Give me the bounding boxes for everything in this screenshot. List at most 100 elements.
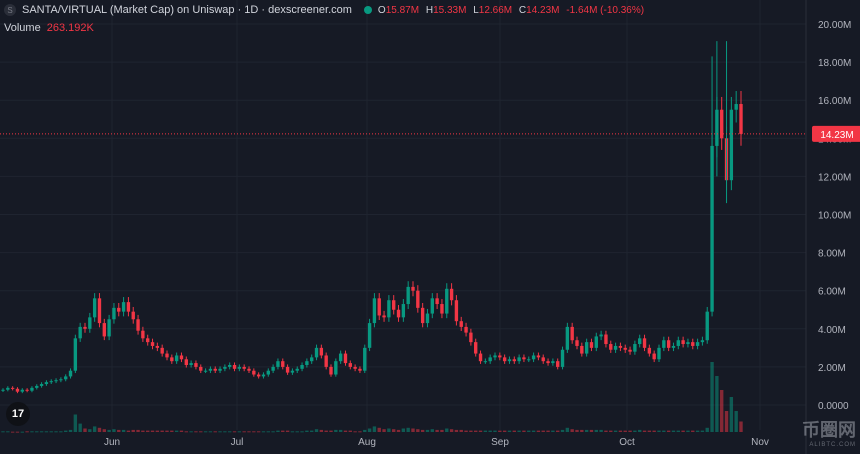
- volume-bar: [657, 430, 661, 432]
- volume-bar: [189, 431, 193, 433]
- volume-bar: [522, 430, 526, 432]
- candle-body: [459, 321, 463, 327]
- volume-bar: [319, 429, 324, 432]
- candle-body: [633, 344, 637, 352]
- candle-body: [449, 288, 454, 301]
- candle-body: [6, 387, 10, 390]
- candle-body: [117, 307, 121, 312]
- candle-body: [502, 357, 507, 362]
- volume-bar: [580, 429, 584, 432]
- candle-body: [536, 355, 541, 358]
- volume-bar: [647, 430, 652, 432]
- volume-bar: [724, 411, 729, 432]
- candle-body: [97, 298, 102, 324]
- volume-bar: [199, 431, 203, 433]
- volume-bar: [329, 430, 333, 432]
- symbol-icon: S: [4, 4, 16, 16]
- volume-bar: [575, 429, 579, 432]
- candle-body: [353, 366, 357, 369]
- volume-bar: [25, 431, 29, 433]
- candle-body: [155, 345, 160, 348]
- candle-body: [199, 366, 203, 371]
- status-dot-icon: [363, 6, 372, 14]
- volume-bar: [734, 411, 738, 432]
- volume-bar: [266, 431, 270, 433]
- volume-bar: [117, 429, 121, 432]
- volume-bar: [10, 431, 15, 433]
- volume-bar: [170, 430, 174, 432]
- volume-bar: [64, 430, 68, 432]
- volume-bar: [604, 430, 608, 432]
- candle-body: [560, 349, 565, 367]
- volume-bar: [551, 430, 555, 432]
- volume-bar: [54, 431, 58, 433]
- ohlc-close-value: 14.23M: [526, 4, 560, 16]
- volume-bar: [531, 430, 536, 432]
- ohlc-open-key: O: [377, 4, 386, 16]
- candle-body: [488, 357, 492, 362]
- candle-body: [208, 368, 213, 371]
- volume-bar: [131, 429, 135, 432]
- volume-bar: [387, 428, 391, 432]
- time-axis-label: Sep: [491, 437, 509, 448]
- volume-bar: [589, 429, 594, 432]
- volume-bar: [498, 430, 502, 432]
- volume-bar: [20, 431, 24, 433]
- volume-bar: [35, 431, 39, 433]
- time-axis-label: Nov: [751, 437, 769, 448]
- price-axis-label: 20.00M: [818, 20, 851, 31]
- volume-bar: [348, 430, 352, 432]
- candle-body: [392, 300, 396, 310]
- volume-bar: [334, 429, 338, 432]
- volume-bar: [73, 414, 78, 432]
- volume-bar: [363, 429, 367, 432]
- volume-value: 263.192K: [46, 22, 94, 34]
- candle-body: [25, 389, 29, 391]
- volume-bar: [681, 430, 685, 432]
- candle-body: [305, 361, 309, 365]
- volume-bar: [247, 431, 251, 433]
- candle-body: [271, 366, 275, 371]
- candle-body: [425, 313, 430, 324]
- candle-body: [141, 330, 145, 339]
- price-axis-label: 6.00M: [818, 287, 846, 298]
- candle-body: [613, 345, 618, 350]
- candle-body: [705, 311, 709, 341]
- volume-bar: [474, 430, 478, 432]
- candle-body: [531, 355, 536, 360]
- candle-body: [652, 353, 656, 360]
- volume-bar: [459, 429, 463, 432]
- volume-bar: [623, 430, 627, 432]
- volume-bar: [30, 431, 34, 433]
- candle-body: [570, 326, 574, 341]
- candle-body: [20, 389, 24, 392]
- volume-bar: [358, 431, 362, 433]
- candle-body: [281, 361, 285, 367]
- volume-bar: [97, 427, 102, 432]
- candle-body: [666, 340, 671, 348]
- candle-body: [681, 340, 685, 345]
- candle-body: [700, 340, 705, 343]
- volume-bar: [594, 429, 598, 432]
- candle-body: [589, 342, 594, 348]
- volume-bar: [628, 430, 632, 432]
- candle-body: [695, 342, 700, 346]
- volume-bar: [720, 390, 724, 432]
- tradingview-logo-icon[interactable]: 17: [6, 402, 30, 426]
- volume-bar: [469, 430, 473, 432]
- ohlc-readout: O15.87M H15.33M L12.66M C14.23M -1.64M (…: [378, 5, 648, 16]
- volume-bar: [638, 429, 642, 432]
- ohlc-change-value: -1.64M (-10.36%): [566, 4, 645, 16]
- candle-body: [638, 338, 642, 345]
- candle-body: [628, 349, 632, 352]
- price-axis-label: 12.00M: [818, 172, 851, 183]
- candle-body: [228, 364, 232, 367]
- volume-bar: [83, 428, 87, 432]
- volume-bar: [126, 430, 131, 432]
- candle-body: [382, 315, 386, 318]
- candle-body: [10, 387, 15, 389]
- candle-body: [39, 384, 44, 386]
- price-axis-label: 2.00M: [818, 363, 846, 374]
- candle-body: [478, 353, 483, 362]
